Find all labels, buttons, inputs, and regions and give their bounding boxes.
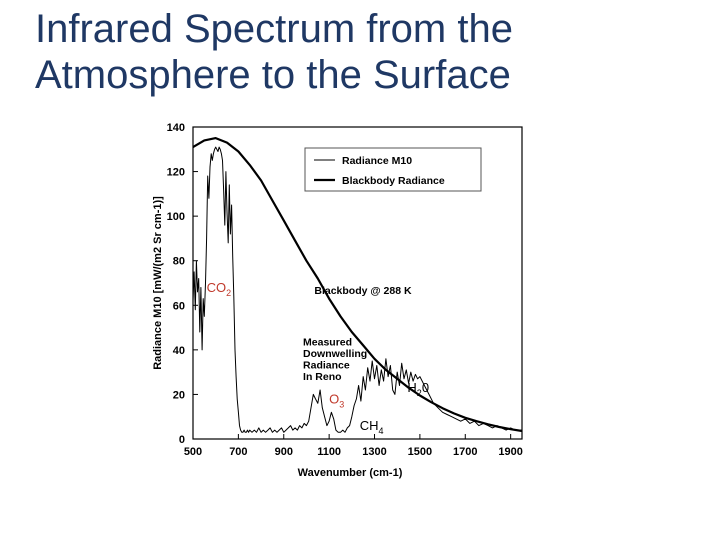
y-tick-label: 80 [173, 256, 185, 268]
x-tick-label: 1900 [498, 446, 522, 458]
legend: Radiance M10 Blackbody Radiance [304, 147, 482, 192]
y-tick-label: 0 [179, 434, 185, 446]
x-tick-label: 1300 [362, 446, 386, 458]
x-tick-label: 500 [184, 446, 202, 458]
x-tick-label: 1100 [317, 446, 341, 458]
slide-title-line-2: Atmosphere to the Surface [35, 53, 511, 97]
series-line-radiance-m10 [192, 146, 522, 433]
x-axis: 500 700 900 1100 1300 1500 1700 1900 [184, 434, 523, 458]
y-tick-label: 120 [167, 167, 185, 179]
y-axis-label: Radiance M10 [mW/(m2 Sr cm-1)] [152, 196, 164, 370]
series-layer [192, 137, 523, 433]
legend-entry-radiance-m10: Radiance M10 [342, 155, 412, 167]
x-tick-label: 900 [275, 446, 293, 458]
y-tick-label: 140 [167, 122, 185, 134]
plot-area-frame [192, 126, 523, 440]
annotation-h20: H20 [407, 380, 429, 398]
y-tick-label: 40 [173, 345, 185, 357]
slide-title: Infrared Spectrum from the Atmosphere to… [35, 6, 695, 98]
slide-title-line-1: Infrared Spectrum from the [35, 7, 513, 51]
annotation-layer: CO2 Blackbody @ 288 K Measured Downwelling R… [207, 280, 429, 436]
y-tick-label: 60 [173, 300, 185, 312]
legend-box [304, 147, 482, 192]
y-tick-label: 20 [173, 389, 185, 401]
y-axis: 0 20 40 60 80 100 120 140 [167, 122, 198, 446]
series-line-blackbody-radiance [192, 137, 523, 433]
x-tick-label: 1500 [408, 446, 432, 458]
annotation-o3: O3 [329, 391, 344, 409]
annotation-measured-downwelling-radiance-in-reno: Measured Downwelling Radiance In Reno [303, 336, 367, 383]
annotation-co2: CO2 [207, 280, 232, 298]
x-tick-label: 700 [229, 446, 247, 458]
x-tick-label: 1700 [453, 446, 477, 458]
annotation-ch4: CH4 [360, 418, 384, 436]
annotation-blackbody-288-k: Blackbody @ 288 K [314, 285, 412, 297]
x-axis-label: Wavenumber (cm-1) [298, 467, 403, 479]
legend-entry-blackbody-radiance: Blackbody Radiance [342, 175, 445, 187]
y-tick-label: 100 [167, 211, 185, 223]
